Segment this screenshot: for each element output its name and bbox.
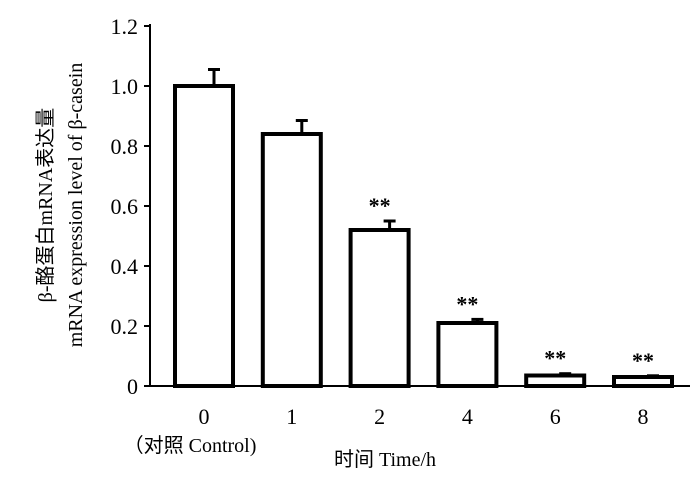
bars: ** ** ** **: [173, 68, 674, 388]
significance-marker: **: [369, 193, 391, 218]
x-tick-labels: 0 1 2 4 6 8: [199, 404, 649, 429]
y-tick-label: 1.2: [111, 14, 139, 39]
y-tick-label: 0.2: [111, 314, 139, 339]
y-ticks: 0 0.2 0.4 0.6 0.8 1.0 1.2: [111, 14, 150, 399]
y-axis-title-line1: β-酪蛋白mRNA表达量: [34, 108, 57, 303]
category-note: （对照 Control): [124, 434, 257, 457]
y-tick-label: 0.8: [111, 134, 139, 159]
bar-8: [612, 375, 674, 388]
x-tick-label: 1: [286, 404, 297, 429]
significance-marker: **: [632, 348, 654, 373]
y-tick-label: 0.6: [111, 194, 139, 219]
bar-4: [436, 321, 499, 388]
bar-1: [260, 132, 323, 388]
x-tick-label: 6: [550, 404, 561, 429]
bar-2: [348, 228, 411, 388]
y-tick-label: 1.0: [111, 74, 139, 99]
x-tick-label: 8: [638, 404, 649, 429]
x-tick-label: 0: [199, 404, 210, 429]
x-tick-label: 4: [462, 404, 473, 429]
significance-marker: **: [544, 346, 566, 371]
y-tick-label: 0.4: [111, 254, 139, 279]
bar-0: [173, 84, 235, 388]
y-tick-label: 0: [127, 374, 138, 399]
x-axis-title: 时间 Time/h: [334, 448, 436, 471]
significance-marker: **: [456, 291, 478, 316]
bar-6: [524, 373, 587, 388]
y-axis-title-line2: mRNA expression level of β-casein: [65, 63, 87, 348]
x-tick-label: 2: [374, 404, 385, 429]
